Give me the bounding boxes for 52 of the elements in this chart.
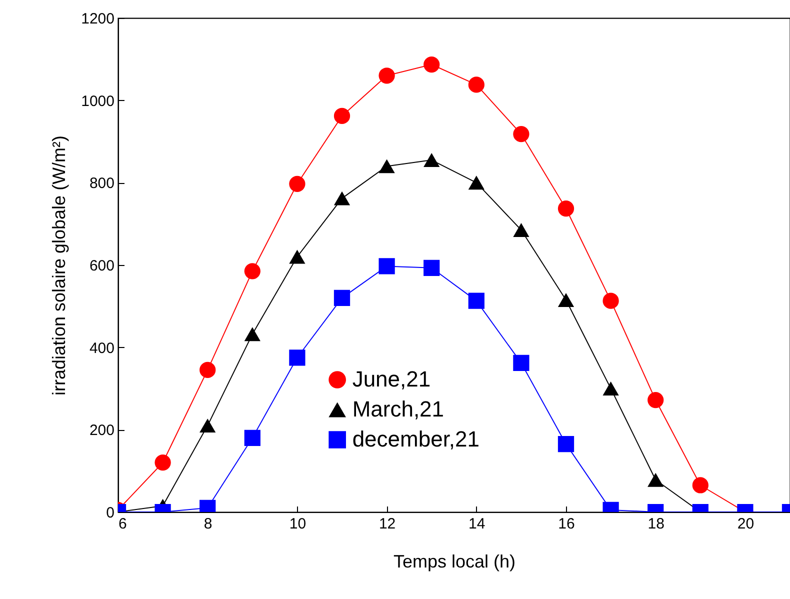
point <box>378 258 395 274</box>
y-tick-label: 200 <box>89 422 114 440</box>
point <box>558 436 574 452</box>
x-axis-title: Temps local (h) <box>393 552 516 572</box>
point <box>244 430 260 446</box>
point <box>513 354 530 372</box>
point <box>244 327 260 342</box>
y-tick-label: 400 <box>89 340 114 357</box>
legend-label: June,21 <box>352 366 431 392</box>
point <box>200 362 216 378</box>
point <box>648 392 664 408</box>
point <box>468 292 484 309</box>
x-tick-label: 8 <box>204 516 212 532</box>
x-tick-label: 10 <box>289 516 306 532</box>
point <box>289 176 306 192</box>
point <box>424 153 440 168</box>
point <box>244 263 260 280</box>
point <box>424 56 440 73</box>
point <box>289 350 306 366</box>
point <box>424 260 440 276</box>
y-tick-label: 800 <box>89 175 114 192</box>
point <box>289 250 306 264</box>
point <box>154 454 171 471</box>
point <box>602 292 619 309</box>
point <box>468 176 484 190</box>
point <box>602 382 619 396</box>
point <box>648 472 664 487</box>
x-tick-label: 20 <box>737 516 754 532</box>
point <box>468 76 484 93</box>
x-tick-label: 6 <box>118 516 127 532</box>
point <box>334 108 350 124</box>
point <box>513 223 530 237</box>
point <box>513 126 530 142</box>
x-tick-label: 18 <box>648 516 664 532</box>
point <box>558 293 574 307</box>
point <box>200 418 216 433</box>
y-tick-label: 600 <box>89 258 114 274</box>
x-tick-label: 14 <box>468 516 486 532</box>
point <box>378 159 395 174</box>
legend-label: March,21 <box>352 396 444 422</box>
y-tick-label: 0 <box>106 504 114 522</box>
point <box>378 68 395 84</box>
point <box>558 200 574 217</box>
x-tick-label: 12 <box>378 516 396 532</box>
point <box>334 290 350 306</box>
x-tick-label: 16 <box>558 516 575 532</box>
y-tick-label: 1000 <box>81 92 114 110</box>
y-tick-label: 1200 <box>81 10 114 28</box>
legend-label: december,21 <box>352 426 480 452</box>
y-axis-title: irradiation solaire globale (W/m²) <box>49 135 70 396</box>
point <box>334 191 350 206</box>
point <box>692 477 708 494</box>
